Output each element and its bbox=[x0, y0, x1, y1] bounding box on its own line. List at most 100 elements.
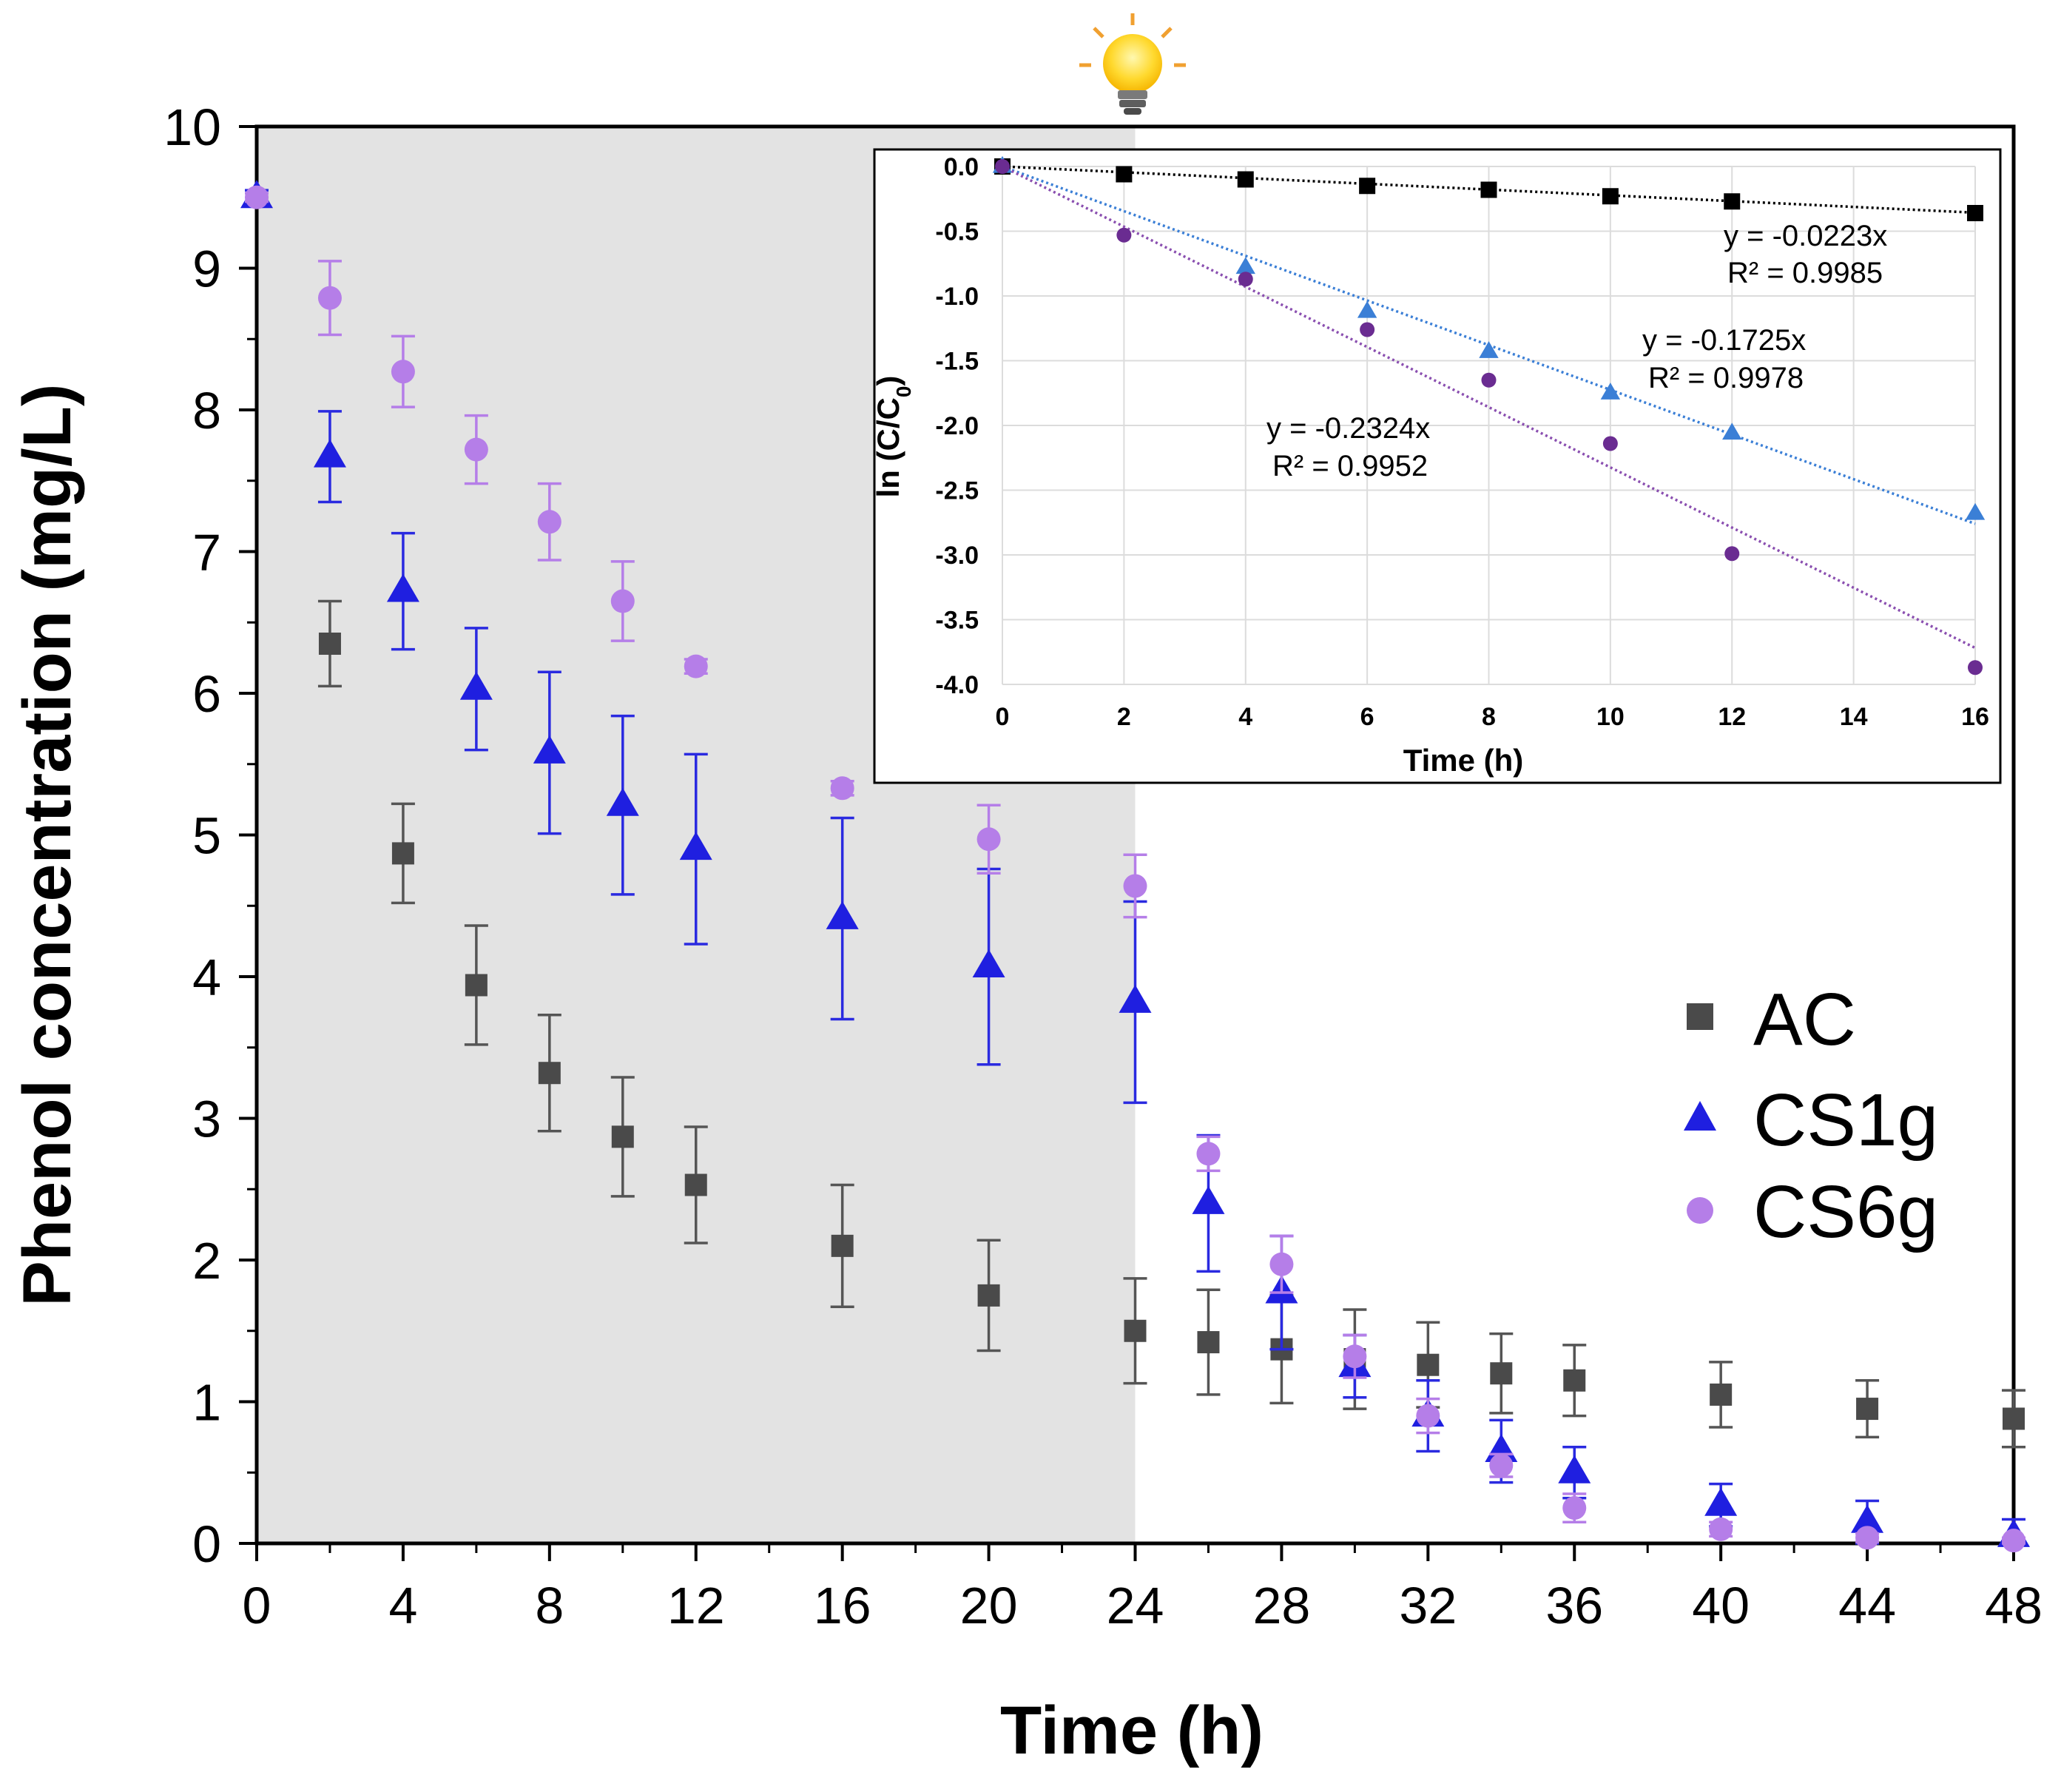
legend-marker-ac bbox=[1687, 1003, 1713, 1030]
inset-data-point-ac bbox=[1359, 178, 1376, 195]
data-point-cs6g bbox=[1489, 1453, 1514, 1478]
main-y-axis-title: Phenol concentration (mg/L) bbox=[10, 383, 85, 1306]
data-point-cs1g bbox=[679, 832, 712, 860]
y-tick-label: 3 bbox=[192, 1091, 221, 1148]
inset-y-tick-label: -1.0 bbox=[935, 283, 979, 311]
inset-y-axis-title: ln (C/C0) bbox=[871, 376, 915, 498]
inset-y-title-main: ln (C/C bbox=[871, 397, 905, 497]
data-point-cs6g bbox=[1269, 1252, 1294, 1276]
data-point-ac bbox=[1124, 1319, 1147, 1342]
data-point-cs6g bbox=[684, 654, 708, 678]
inset-y-tick-label: -3.0 bbox=[935, 542, 979, 570]
legend-label-cs6g: CS6g bbox=[1753, 1170, 1938, 1253]
data-point-cs1g bbox=[826, 900, 859, 929]
data-point-cs1g bbox=[386, 573, 419, 602]
y-tick-label: 9 bbox=[192, 240, 221, 298]
data-point-cs1g bbox=[1851, 1504, 1884, 1533]
legend-marker-cs1g bbox=[1684, 1101, 1716, 1131]
data-point-ac bbox=[538, 1062, 561, 1085]
data-point-ac bbox=[611, 1125, 634, 1148]
data-point-cs6g bbox=[2002, 1529, 2025, 1553]
data-point-cs1g bbox=[1558, 1455, 1591, 1483]
inset-r2-ac: R² = 0.9985 bbox=[1727, 257, 1883, 289]
data-point-cs6g bbox=[1855, 1526, 1880, 1550]
inset-y-tick-label: -0.5 bbox=[935, 218, 979, 246]
data-point-cs6g bbox=[245, 185, 269, 209]
data-point-ac bbox=[1856, 1398, 1879, 1421]
inset-data-point-cs1g bbox=[1722, 422, 1742, 440]
y-tick-label: 10 bbox=[163, 98, 221, 156]
inset-x-tick-label: 4 bbox=[1238, 703, 1252, 731]
inset-data-point-cs1g bbox=[1479, 341, 1499, 358]
data-point-cs6g bbox=[464, 437, 488, 462]
data-point-cs6g bbox=[976, 827, 1001, 852]
inset-eq-cs1g: y = -0.1725x bbox=[1642, 324, 1806, 357]
inset-x-tick-label: 16 bbox=[1961, 703, 1989, 731]
inset-data-point-ac bbox=[1602, 188, 1619, 205]
x-tick-label: 28 bbox=[1252, 1577, 1310, 1634]
data-point-ac bbox=[1417, 1353, 1440, 1376]
legend-label-ac: AC bbox=[1753, 978, 1856, 1061]
series-cs6g bbox=[245, 185, 2025, 1553]
inset-data-point-cs6g bbox=[995, 159, 1010, 174]
data-point-ac bbox=[831, 1234, 854, 1257]
x-tick-label: 8 bbox=[535, 1577, 564, 1634]
legend-label-cs1g: CS1g bbox=[1753, 1079, 1938, 1162]
x-tick-label: 32 bbox=[1399, 1577, 1457, 1634]
inset-r2-cs1g: R² = 0.9978 bbox=[1648, 362, 1804, 394]
data-point-cs1g bbox=[533, 735, 566, 764]
data-point-ac bbox=[1710, 1383, 1733, 1406]
inset-y-tick-label: -1.5 bbox=[935, 348, 979, 376]
inset-eq-ac: y = -0.0223x bbox=[1724, 220, 1887, 252]
inset-data-point-cs1g bbox=[1600, 383, 1621, 400]
inset-y-tick-label: -4.0 bbox=[935, 671, 979, 699]
data-point-cs6g bbox=[1416, 1404, 1440, 1428]
data-point-cs6g bbox=[537, 510, 561, 534]
inset-x-tick-label: 12 bbox=[1718, 703, 1746, 731]
data-point-ac bbox=[684, 1173, 707, 1196]
inset-data-point-cs1g bbox=[1235, 257, 1255, 274]
x-tick-label: 36 bbox=[1545, 1577, 1603, 1634]
y-tick-label: 7 bbox=[192, 524, 221, 582]
y-tick-label: 8 bbox=[192, 382, 221, 439]
data-point-cs1g bbox=[1119, 984, 1152, 1013]
inset-x-axis-title: Time (h) bbox=[1403, 743, 1524, 778]
y-tick-label: 4 bbox=[192, 949, 221, 1006]
legend-marker-cs6g bbox=[1687, 1197, 1713, 1224]
data-point-ac bbox=[1197, 1331, 1220, 1354]
data-point-ac bbox=[1490, 1362, 1513, 1385]
x-tick-label: 24 bbox=[1107, 1577, 1164, 1634]
data-point-cs6g bbox=[1562, 1496, 1587, 1520]
inset-data-point-cs6g bbox=[1481, 372, 1497, 388]
inset-x-tick-label: 2 bbox=[1117, 703, 1131, 731]
x-tick-label: 12 bbox=[667, 1577, 725, 1634]
inset-series-cs1g bbox=[992, 155, 1986, 525]
x-tick-label: 4 bbox=[388, 1577, 417, 1634]
y-tick-label: 5 bbox=[192, 807, 221, 865]
data-point-cs1g bbox=[1704, 1487, 1738, 1516]
legend: AC CS1g CS6g bbox=[1684, 978, 1938, 1253]
x-tick-label: 44 bbox=[1838, 1577, 1896, 1634]
data-point-cs1g bbox=[459, 671, 493, 700]
data-point-ac bbox=[1563, 1369, 1586, 1392]
x-tick-label: 0 bbox=[243, 1577, 271, 1634]
inset-x-tick-label: 0 bbox=[996, 703, 1010, 731]
inset-data-point-cs6g bbox=[1116, 227, 1132, 243]
x-tick-label: 20 bbox=[960, 1577, 1018, 1634]
data-point-cs6g bbox=[1343, 1344, 1367, 1369]
inset-data-point-cs6g bbox=[1968, 660, 1983, 676]
x-tick-label: 48 bbox=[1985, 1577, 2043, 1634]
inset-y-tick-label: -2.0 bbox=[935, 412, 979, 440]
inset-data-point-ac bbox=[1116, 166, 1133, 183]
data-point-cs6g bbox=[1709, 1517, 1733, 1541]
data-point-cs6g bbox=[1196, 1142, 1221, 1166]
inset-x-tick-label: 14 bbox=[1840, 703, 1868, 731]
inset-r2-cs6g: R² = 0.9952 bbox=[1272, 450, 1428, 482]
inset-data-point-ac bbox=[1237, 171, 1254, 188]
main-x-axis-title: Time (h) bbox=[1000, 1693, 1264, 1768]
data-point-ac bbox=[977, 1284, 1000, 1307]
inset-y-title-close: ) bbox=[871, 376, 905, 386]
data-point-ac bbox=[318, 632, 341, 655]
x-tick-label: 40 bbox=[1692, 1577, 1750, 1634]
